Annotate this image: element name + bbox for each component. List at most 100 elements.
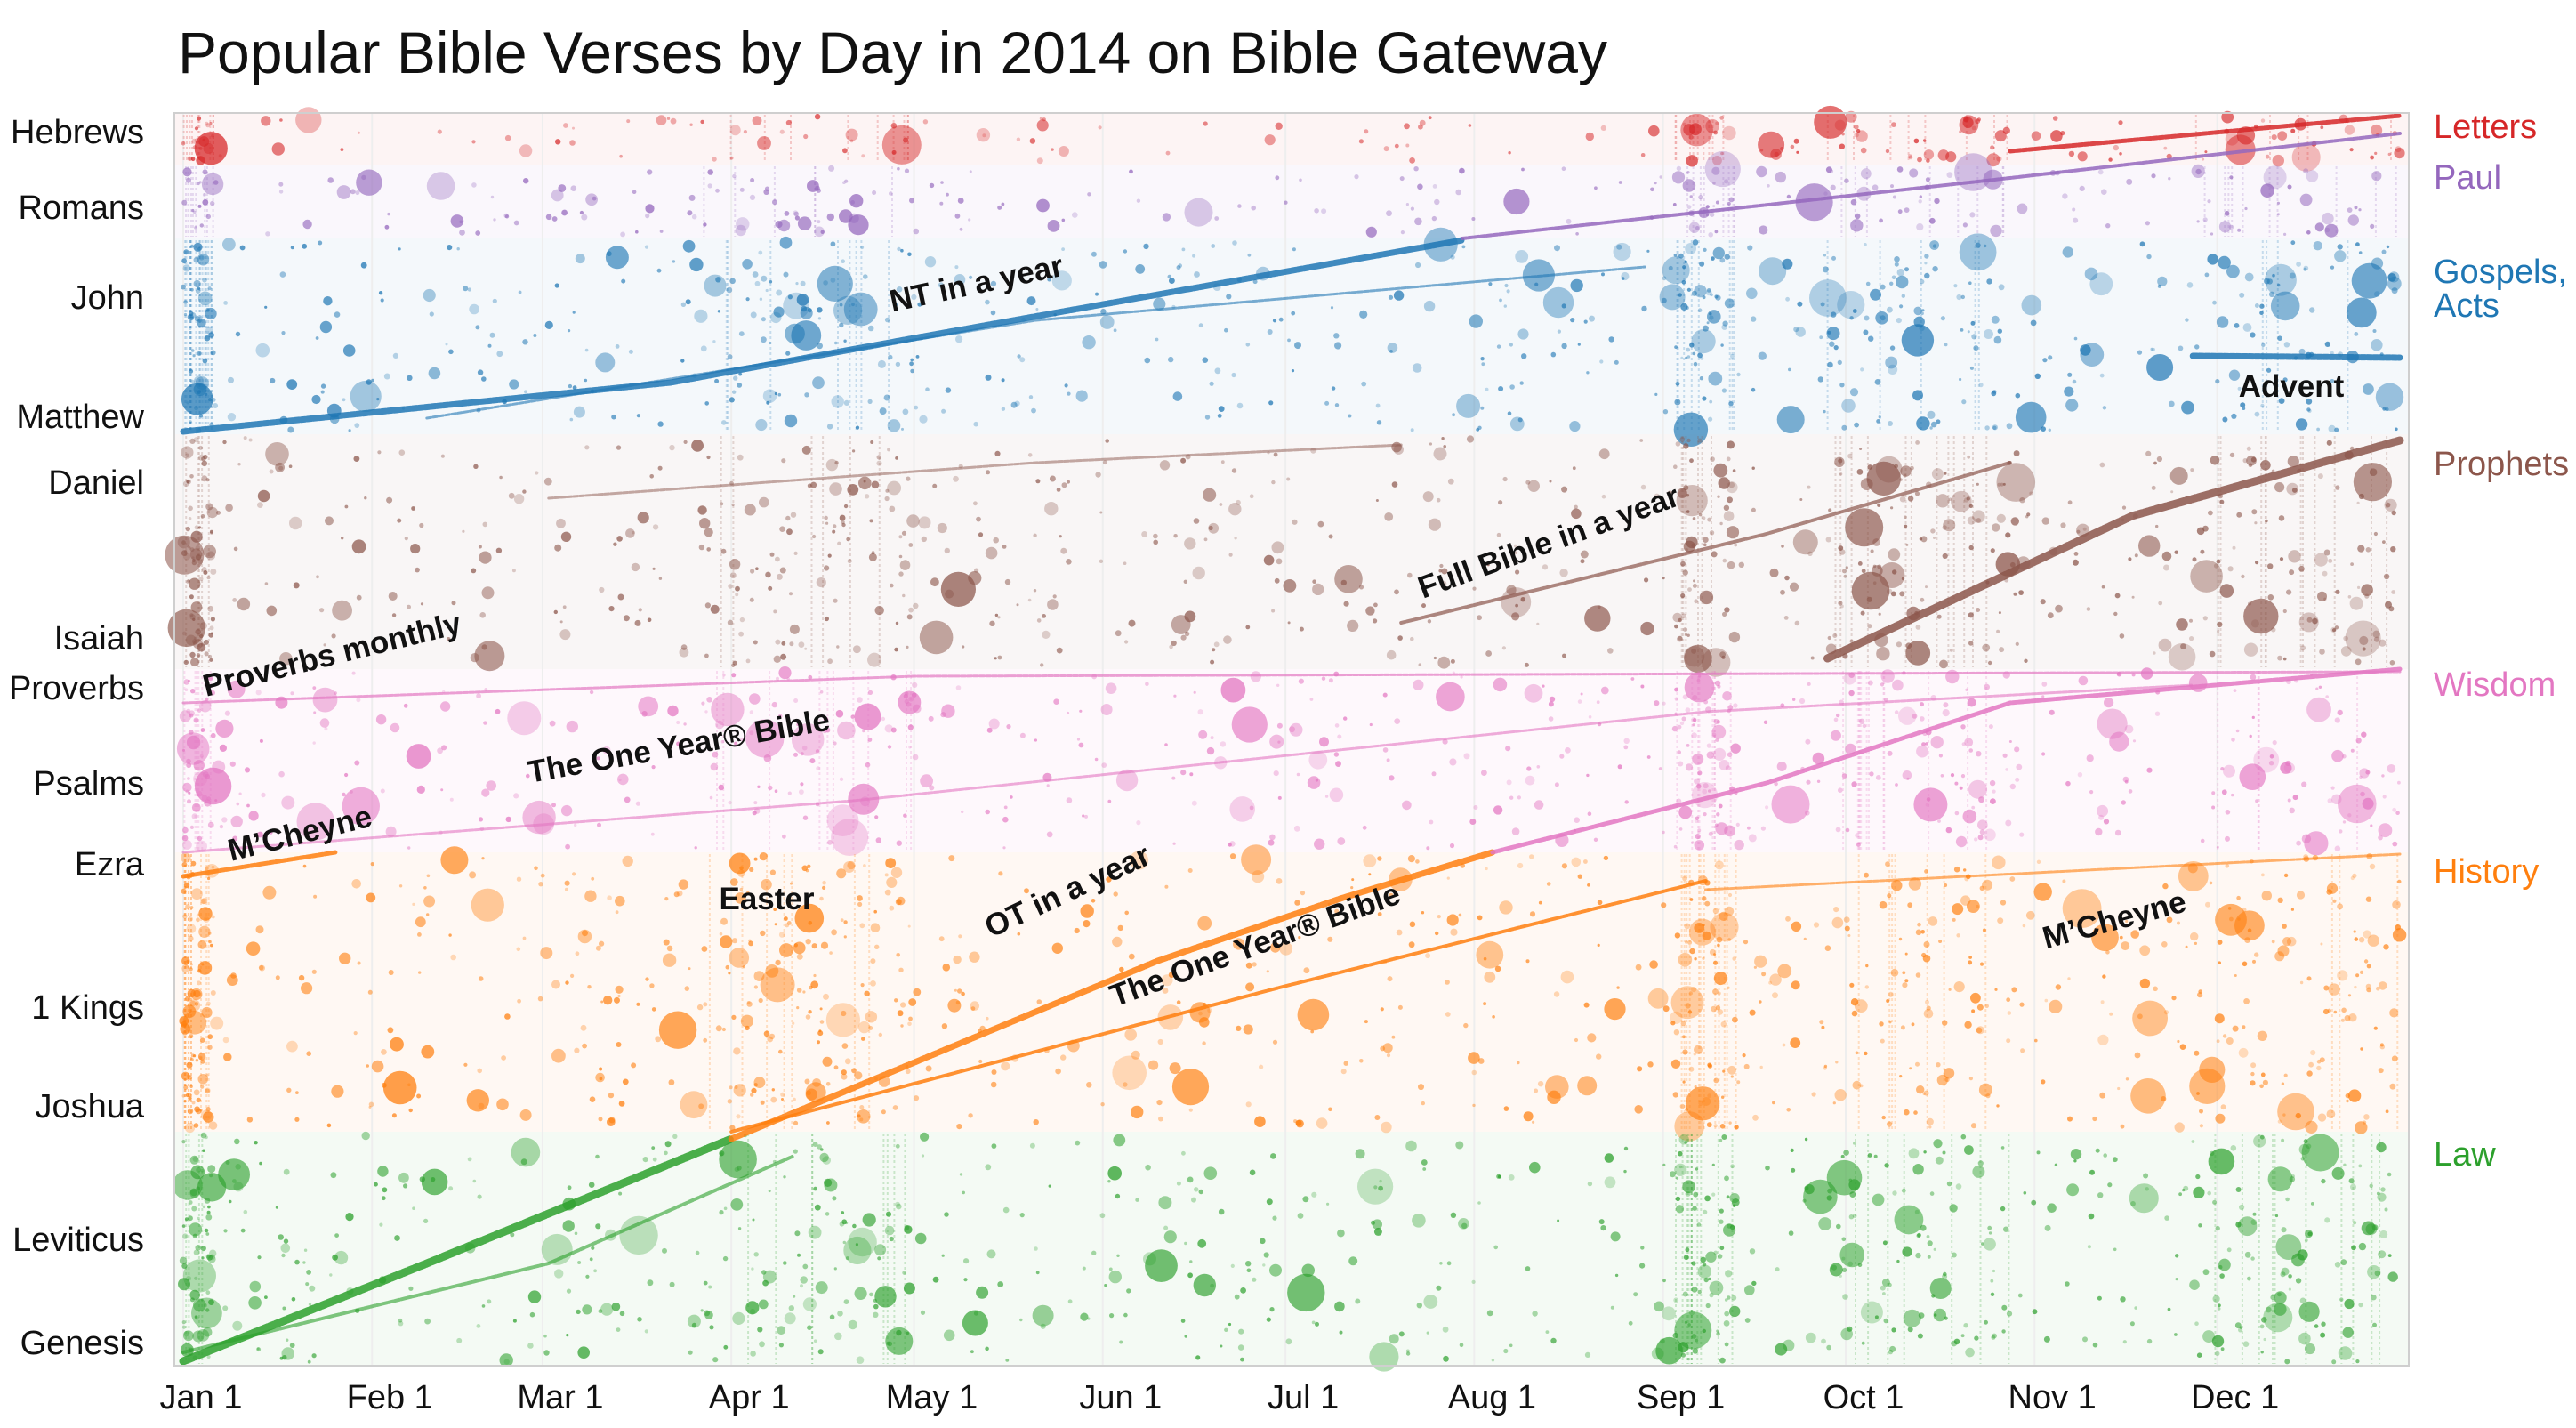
verse-point bbox=[1728, 197, 1735, 203]
verse-point bbox=[920, 1132, 930, 1142]
verse-point bbox=[1052, 594, 1057, 599]
verse-point bbox=[779, 129, 785, 134]
verse-point bbox=[1450, 658, 1455, 664]
verse-point bbox=[2132, 1000, 2169, 1037]
verse-point bbox=[2105, 223, 2111, 229]
verse-point bbox=[953, 475, 959, 482]
verse-point bbox=[1529, 854, 1534, 859]
verse-point bbox=[669, 1281, 675, 1287]
verse-point bbox=[1210, 659, 1215, 665]
verse-point bbox=[2296, 262, 2302, 267]
verse-point bbox=[1727, 440, 1735, 449]
verse-point bbox=[2287, 798, 2291, 803]
verse-point bbox=[1571, 857, 1582, 867]
verse-point bbox=[1400, 230, 1405, 235]
verse-point bbox=[1587, 1181, 1593, 1187]
verse-point bbox=[1386, 758, 1390, 762]
verse-point bbox=[1309, 698, 1314, 701]
verse-point bbox=[623, 615, 630, 622]
verse-point bbox=[248, 811, 259, 821]
verse-point bbox=[477, 1068, 482, 1074]
verse-point bbox=[1584, 1351, 1591, 1358]
verse-point bbox=[2242, 323, 2252, 332]
verse-point bbox=[1486, 1310, 1493, 1317]
verse-point bbox=[2239, 292, 2245, 298]
verse-point bbox=[778, 1343, 785, 1348]
verse-point bbox=[1269, 834, 1276, 841]
verse-point bbox=[804, 392, 809, 398]
verse-point bbox=[1364, 1020, 1368, 1024]
verse-point bbox=[749, 194, 756, 200]
verse-point bbox=[1034, 1246, 1038, 1251]
verse-point bbox=[1086, 1082, 1092, 1088]
verse-point bbox=[1557, 329, 1561, 334]
verse-point bbox=[622, 1078, 629, 1085]
verse-point bbox=[386, 496, 393, 504]
verse-point bbox=[2261, 1317, 2267, 1323]
verse-point bbox=[2389, 660, 2395, 666]
verse-point bbox=[2062, 879, 2066, 883]
verse-point bbox=[1019, 357, 1026, 363]
verse-point bbox=[1431, 215, 1437, 222]
verse-point bbox=[1187, 1176, 1194, 1183]
verse-point bbox=[852, 1223, 857, 1229]
verse-point bbox=[1719, 257, 1726, 263]
verse-point bbox=[1630, 677, 1635, 681]
verse-point bbox=[188, 730, 194, 735]
verse-point bbox=[1894, 710, 1899, 714]
verse-point bbox=[2011, 987, 2017, 993]
verse-point bbox=[2185, 945, 2188, 948]
verse-point bbox=[2188, 674, 2208, 692]
verse-point bbox=[1243, 1024, 1253, 1035]
verse-point bbox=[1772, 1101, 1775, 1105]
verse-point bbox=[822, 1056, 833, 1067]
verse-point bbox=[1124, 1029, 1137, 1041]
verse-point bbox=[194, 636, 197, 641]
verse-point bbox=[1901, 577, 1905, 581]
verse-point bbox=[1864, 243, 1867, 246]
verse-point bbox=[618, 1101, 625, 1107]
verse-point bbox=[191, 138, 197, 144]
verse-point bbox=[2232, 545, 2236, 550]
verse-point bbox=[732, 1311, 745, 1325]
verse-point bbox=[894, 647, 898, 652]
y-axis-ticks: HebrewsRomansJohnMatthewDanielIsaiahProv… bbox=[9, 114, 145, 1362]
verse-point bbox=[941, 1254, 945, 1257]
verse-point bbox=[1898, 937, 1903, 941]
verse-point bbox=[1759, 225, 1768, 235]
verse-point bbox=[889, 191, 893, 196]
verse-point bbox=[873, 1303, 879, 1310]
verse-point bbox=[794, 215, 801, 221]
verse-point bbox=[2265, 1306, 2272, 1313]
verse-point bbox=[1217, 414, 1222, 418]
verse-point bbox=[1194, 271, 1200, 278]
verse-point bbox=[1016, 603, 1019, 607]
verse-point bbox=[1907, 902, 1913, 908]
verse-point bbox=[1162, 213, 1171, 222]
verse-point bbox=[2065, 1281, 2070, 1287]
verse-point bbox=[1019, 1318, 1023, 1322]
verse-point bbox=[181, 446, 194, 459]
verse-point bbox=[1694, 957, 1697, 961]
verse-point bbox=[760, 930, 766, 937]
verse-point bbox=[1682, 122, 1686, 126]
verse-point bbox=[793, 210, 799, 216]
verse-point bbox=[1176, 265, 1181, 270]
verse-point bbox=[1671, 171, 1686, 184]
verse-point bbox=[737, 383, 743, 388]
verse-point bbox=[1061, 218, 1066, 222]
verse-point bbox=[2132, 739, 2137, 743]
y-tick-label: Romans bbox=[19, 190, 145, 227]
verse-point bbox=[1517, 328, 1529, 340]
verse-point bbox=[1706, 321, 1710, 325]
verse-point bbox=[985, 299, 990, 305]
verse-point bbox=[238, 792, 242, 795]
verse-point bbox=[1719, 1357, 1726, 1364]
verse-point bbox=[589, 690, 594, 695]
verse-point bbox=[1058, 146, 1069, 157]
verse-point bbox=[2124, 779, 2129, 784]
verse-point bbox=[1389, 775, 1395, 781]
verse-point bbox=[1775, 1267, 1780, 1272]
verse-point bbox=[861, 154, 865, 158]
verse-point bbox=[969, 275, 973, 279]
